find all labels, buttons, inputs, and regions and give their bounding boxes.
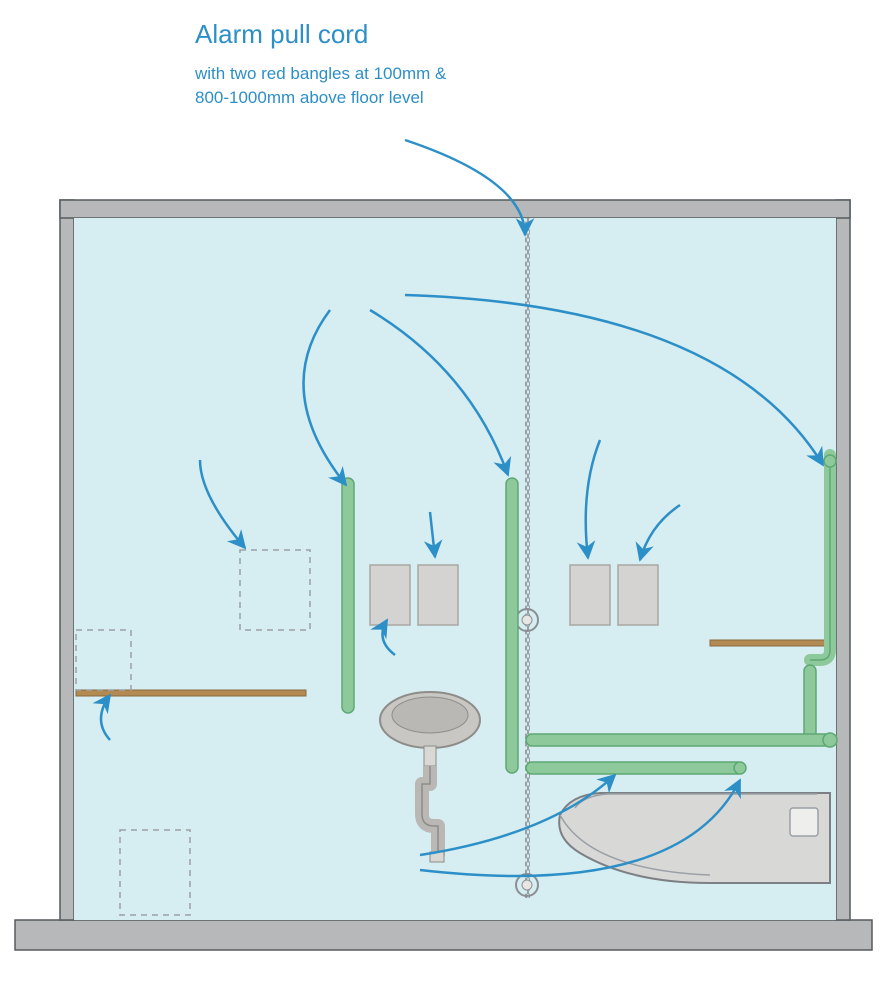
- alarm-reset-button: [618, 565, 658, 625]
- shelf-right: [710, 640, 835, 646]
- shelf-left: [76, 690, 306, 696]
- toilet-paper-dispenser: [570, 565, 610, 625]
- paper-towel-dispenser: [418, 565, 458, 625]
- soap-dispenser: [370, 565, 410, 625]
- floor: [15, 920, 872, 950]
- diagram-svg: [0, 0, 887, 1000]
